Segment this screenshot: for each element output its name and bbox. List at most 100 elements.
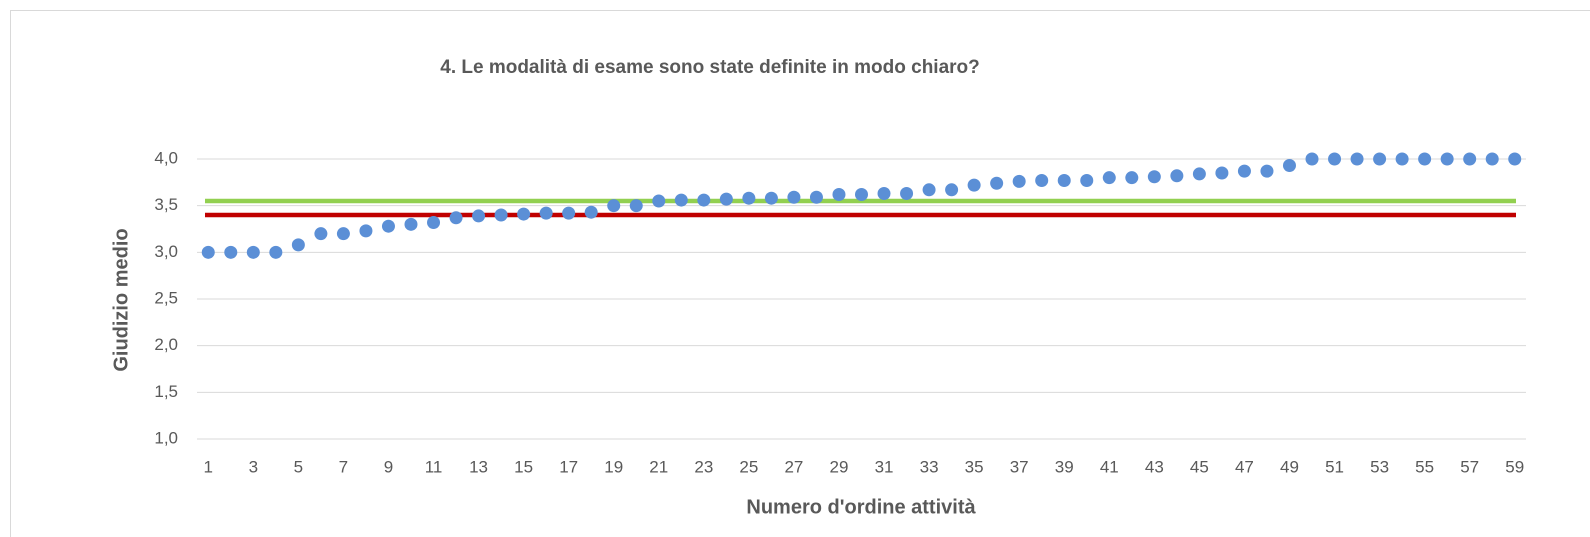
x-tick-label: 37 [1010, 457, 1029, 476]
point [539, 206, 553, 220]
point [1418, 152, 1432, 166]
y-tick-label: 3,5 [154, 195, 178, 214]
x-tick-label: 9 [384, 457, 393, 476]
point [1170, 169, 1184, 183]
point [1147, 170, 1161, 184]
point [1328, 152, 1342, 166]
point [945, 183, 959, 197]
y-axis-title: Giudizio medio [110, 228, 132, 371]
x-tick-label: 29 [830, 457, 849, 476]
point [314, 227, 328, 241]
x-tick-label: 3 [249, 457, 258, 476]
point [201, 245, 215, 259]
x-tick-label: 19 [604, 457, 623, 476]
point [494, 208, 508, 222]
point [787, 190, 801, 204]
point [1035, 173, 1049, 187]
y-tick-label: 1,5 [154, 382, 178, 401]
chart-border [10, 10, 1590, 537]
point [877, 187, 891, 201]
y-tick-label: 1,0 [154, 428, 178, 447]
point [607, 199, 621, 213]
point [1440, 152, 1454, 166]
x-tick-label: 43 [1145, 457, 1164, 476]
x-tick-label: 59 [1505, 457, 1524, 476]
x-tick-label: 55 [1415, 457, 1434, 476]
x-tick-label: 11 [425, 457, 443, 476]
point [1305, 152, 1319, 166]
point [719, 192, 733, 206]
point [697, 193, 711, 207]
point [855, 187, 868, 201]
x-tick-label: 41 [1100, 457, 1119, 476]
point [1080, 173, 1094, 187]
y-tick-label: 2,0 [154, 335, 178, 354]
point [674, 193, 688, 207]
point [652, 194, 666, 208]
point [359, 224, 373, 238]
point [1237, 164, 1251, 178]
point [381, 219, 395, 233]
x-tick-label: 27 [784, 457, 803, 476]
point [449, 211, 463, 225]
x-tick-label: 31 [875, 457, 894, 476]
point [224, 245, 238, 259]
chart-title: 4. Le modalità di esame sono state defin… [440, 57, 980, 78]
point [809, 190, 823, 204]
point [629, 199, 643, 213]
point [1282, 159, 1296, 173]
point [967, 178, 981, 192]
x-axis-title: Numero d'ordine attività [746, 496, 976, 518]
point [1350, 152, 1364, 166]
point [764, 191, 778, 205]
x-tick-label: 25 [739, 457, 758, 476]
point [1057, 173, 1071, 187]
y-tick-label: 4,0 [154, 148, 178, 167]
point [562, 206, 576, 220]
x-tick-label: 49 [1280, 457, 1299, 476]
x-tick-label: 35 [965, 457, 984, 476]
point [1485, 152, 1499, 166]
x-tick-label: 5 [294, 457, 303, 476]
point [990, 176, 1004, 190]
point [427, 215, 441, 229]
x-tick-label: 45 [1190, 457, 1209, 476]
x-tick-label: 15 [514, 457, 533, 476]
point [472, 209, 486, 223]
point [291, 238, 305, 252]
x-tick-label: 21 [649, 457, 668, 476]
point [1463, 152, 1477, 166]
point [336, 227, 350, 241]
x-tick-label: 53 [1370, 457, 1389, 476]
y-tick-label: 3,0 [154, 242, 178, 261]
point [832, 187, 846, 201]
point [922, 183, 936, 197]
point [742, 191, 756, 205]
x-tick-label: 17 [559, 457, 578, 476]
point [246, 245, 260, 259]
point [517, 207, 531, 221]
x-tick-label: 39 [1055, 457, 1074, 476]
x-tick-label: 57 [1460, 457, 1479, 476]
point [404, 217, 418, 231]
x-tick-label: 47 [1235, 457, 1254, 476]
x-tick-label: 33 [920, 457, 939, 476]
point [1102, 171, 1116, 185]
point [1395, 152, 1409, 166]
x-tick-label: 23 [694, 457, 713, 476]
point [900, 187, 914, 201]
point [584, 205, 598, 219]
x-tick-label: 1 [204, 457, 213, 476]
point [1508, 152, 1522, 166]
point [1215, 166, 1229, 180]
x-tick-label: 51 [1325, 457, 1344, 476]
point [1192, 167, 1206, 181]
point [269, 245, 283, 259]
point [1125, 171, 1139, 185]
point [1012, 174, 1026, 188]
x-tick-label: 7 [339, 457, 348, 476]
x-tick-label: 13 [469, 457, 488, 476]
point [1373, 152, 1387, 166]
y-tick-label: 2,5 [154, 288, 178, 307]
